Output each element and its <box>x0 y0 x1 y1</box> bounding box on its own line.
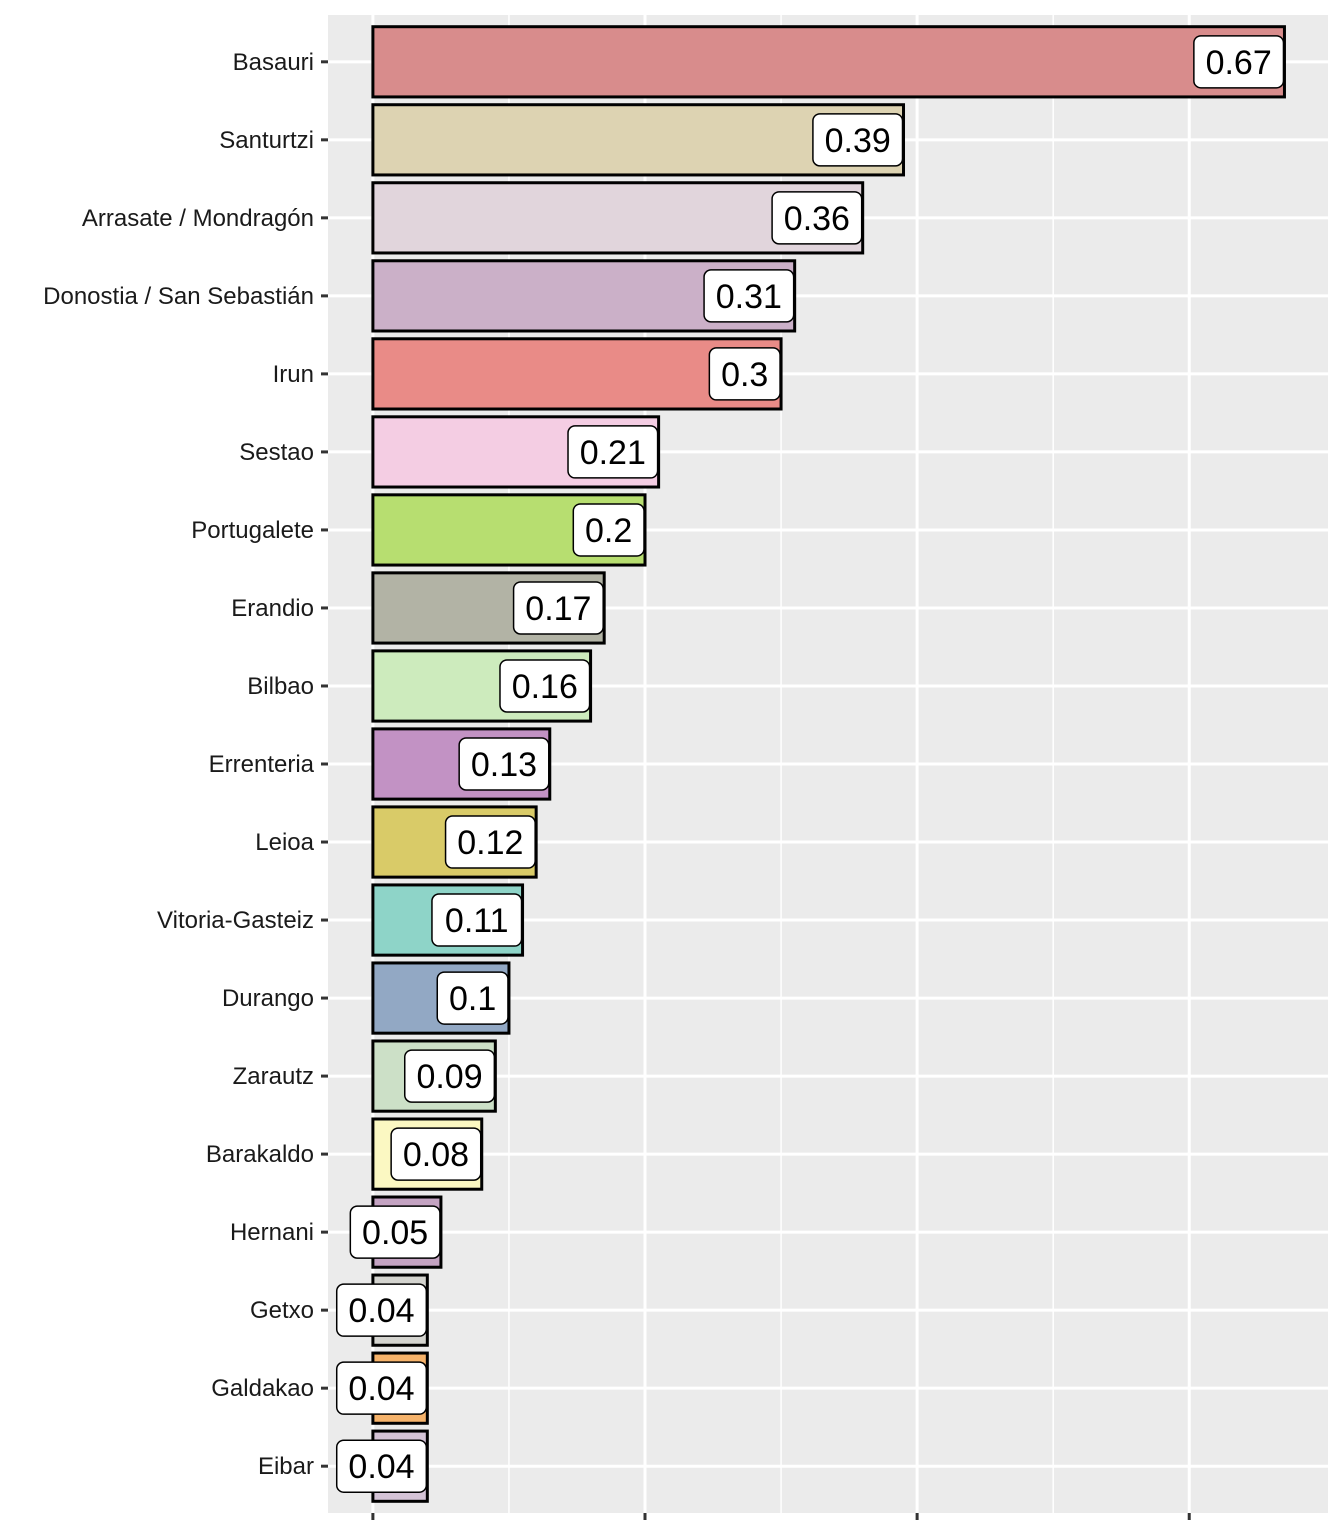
y-tick-label: Barakaldo <box>206 1141 314 1168</box>
value-label: 0.36 <box>771 191 863 245</box>
value-label-box <box>458 737 550 791</box>
value-label: 0.08 <box>390 1127 482 1181</box>
value-label-text: 0.21 <box>580 434 646 472</box>
value-label-text: 0.12 <box>457 824 523 862</box>
y-tick-label: Santurtzi <box>219 127 314 154</box>
value-label-box <box>335 1361 428 1415</box>
y-axis: Basauri Santurtzi Arrasate / Mondragón Dono… <box>43 49 328 1480</box>
value-label-box <box>572 503 645 557</box>
value-label-text: 0.67 <box>1206 44 1272 82</box>
value-label-box <box>390 1127 482 1181</box>
value-label-text: 0.09 <box>416 1058 482 1096</box>
value-label: 0.67 <box>1193 35 1285 89</box>
value-label: 0.12 <box>444 815 536 869</box>
value-label-text: 0.13 <box>471 746 537 784</box>
y-tick-label: Bilbao <box>247 673 314 700</box>
y-tick-label: Portugalete <box>191 517 314 544</box>
value-label: 0.31 <box>703 269 795 323</box>
y-tick-label: Getxo <box>250 1297 314 1324</box>
x-axis <box>371 1513 1191 1520</box>
value-label-text: 0.04 <box>348 1370 414 1408</box>
value-label-text: 0.04 <box>348 1292 414 1330</box>
value-labels: 0.67 0.39 0.36 0.31 0.3 0.21 0.2 0.17 0.16 0.13 0.… <box>335 35 1285 1493</box>
value-label: 0.21 <box>567 425 659 479</box>
value-label-box <box>1193 35 1285 89</box>
value-label-text: 0.16 <box>512 668 578 706</box>
value-label-text: 0.31 <box>716 278 782 316</box>
value-label-box <box>567 425 659 479</box>
value-label: 0.13 <box>458 737 550 791</box>
value-label-box <box>703 269 795 323</box>
value-label-box <box>335 1283 428 1337</box>
value-label: 0.2 <box>572 503 645 557</box>
value-label-text: 0.1 <box>449 980 496 1018</box>
y-tick-label: Eibar <box>258 1453 314 1480</box>
value-label-box <box>499 659 591 713</box>
value-label: 0.11 <box>431 893 523 947</box>
value-label-text: 0.11 <box>445 902 509 940</box>
value-label-box <box>403 1049 496 1103</box>
y-tick-label: Durango <box>222 985 314 1012</box>
value-label-box <box>812 113 904 167</box>
value-label-text: 0.3 <box>721 356 768 394</box>
y-tick-label: Errenteria <box>209 751 315 778</box>
value-label: 0.3 <box>708 347 781 401</box>
value-label-box <box>349 1205 441 1259</box>
value-label-text: 0.17 <box>525 590 591 628</box>
y-tick-label: Vitoria-Gasteiz <box>157 907 314 934</box>
y-tick-label: Zarautz <box>233 1063 314 1090</box>
y-tick-label: Irun <box>273 361 314 388</box>
value-label-box <box>431 893 523 947</box>
value-label: 0.04 <box>335 1283 428 1337</box>
value-label-box <box>771 191 863 245</box>
y-tick-label: Sestao <box>239 439 314 466</box>
y-tick-label: Leioa <box>255 829 314 856</box>
value-label-box <box>436 971 509 1025</box>
bar <box>371 25 1286 99</box>
value-label: 0.16 <box>499 659 591 713</box>
value-label: 0.09 <box>403 1049 496 1103</box>
value-label-box <box>335 1439 428 1493</box>
value-label-text: 0.05 <box>362 1214 428 1252</box>
value-label-text: 0.08 <box>403 1136 469 1174</box>
y-tick-label: Galdakao <box>211 1375 314 1402</box>
value-label-text: 0.2 <box>585 512 632 550</box>
value-label: 0.04 <box>335 1361 428 1415</box>
y-tick-label: Basauri <box>233 49 314 76</box>
value-label: 0.05 <box>349 1205 441 1259</box>
y-tick-label: Erandio <box>231 595 314 622</box>
value-label-text: 0.36 <box>784 200 850 238</box>
value-label: 0.17 <box>512 581 604 635</box>
value-label: 0.39 <box>812 113 904 167</box>
value-label-box <box>444 815 536 869</box>
y-tick-label: Arrasate / Mondragón <box>82 205 314 232</box>
y-tick-label: Hernani <box>230 1219 314 1246</box>
value-label: 0.04 <box>335 1439 428 1493</box>
value-label-box <box>512 581 604 635</box>
value-label: 0.1 <box>436 971 509 1025</box>
value-label-text: 0.04 <box>348 1448 414 1486</box>
value-label-text: 0.39 <box>825 122 891 160</box>
value-label-box <box>708 347 781 401</box>
y-tick-label: Donostia / San Sebastián <box>43 283 314 310</box>
